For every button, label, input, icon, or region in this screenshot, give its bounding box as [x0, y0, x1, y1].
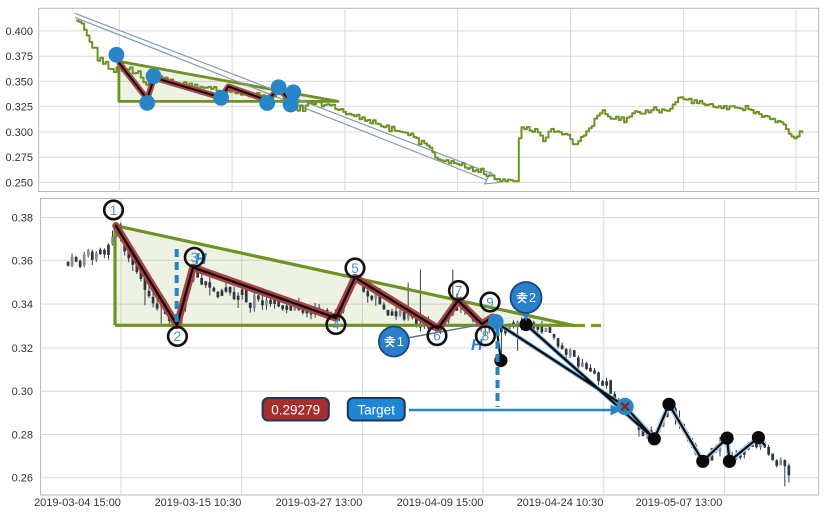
- svg-text:8: 8: [482, 329, 490, 344]
- svg-text:1: 1: [397, 335, 404, 349]
- svg-text:2: 2: [174, 329, 182, 344]
- svg-text:4: 4: [332, 317, 340, 332]
- svg-text:1: 1: [110, 203, 118, 218]
- svg-text:2019-03-15 10:30: 2019-03-15 10:30: [155, 497, 242, 509]
- svg-text:0.32: 0.32: [12, 343, 33, 355]
- svg-text:0.30: 0.30: [12, 386, 33, 398]
- svg-text:0.325: 0.325: [5, 101, 33, 113]
- svg-text:3: 3: [191, 250, 199, 265]
- svg-text:6: 6: [433, 328, 441, 343]
- svg-text:0.34: 0.34: [12, 299, 33, 311]
- svg-text:2019-04-09 15:00: 2019-04-09 15:00: [397, 497, 484, 509]
- svg-text:5: 5: [351, 261, 359, 276]
- svg-text:0.29279: 0.29279: [271, 403, 320, 418]
- svg-text:0.375: 0.375: [5, 51, 33, 63]
- svg-text:0.350: 0.350: [5, 76, 33, 88]
- svg-text:9: 9: [486, 295, 494, 310]
- svg-text:2019-03-27 13:00: 2019-03-27 13:00: [276, 497, 363, 509]
- svg-text:7: 7: [455, 283, 463, 298]
- svg-text:0.38: 0.38: [12, 213, 33, 225]
- svg-text:2019-05-07 13:00: 2019-05-07 13:00: [636, 497, 723, 509]
- svg-text:0.300: 0.300: [5, 127, 33, 139]
- svg-text:0.28: 0.28: [12, 430, 33, 442]
- svg-text:0.400: 0.400: [5, 26, 33, 38]
- svg-text:0.26: 0.26: [12, 473, 33, 485]
- svg-text:0.275: 0.275: [5, 152, 33, 164]
- svg-text:H: H: [471, 337, 483, 354]
- svg-text:Target: Target: [357, 403, 395, 418]
- svg-text:2019-04-24 10:30: 2019-04-24 10:30: [517, 497, 604, 509]
- svg-text:2019-03-04 15:00: 2019-03-04 15:00: [34, 497, 121, 509]
- svg-text:0.36: 0.36: [12, 255, 33, 267]
- svg-text:0.250: 0.250: [5, 177, 33, 189]
- svg-text:2: 2: [529, 291, 536, 305]
